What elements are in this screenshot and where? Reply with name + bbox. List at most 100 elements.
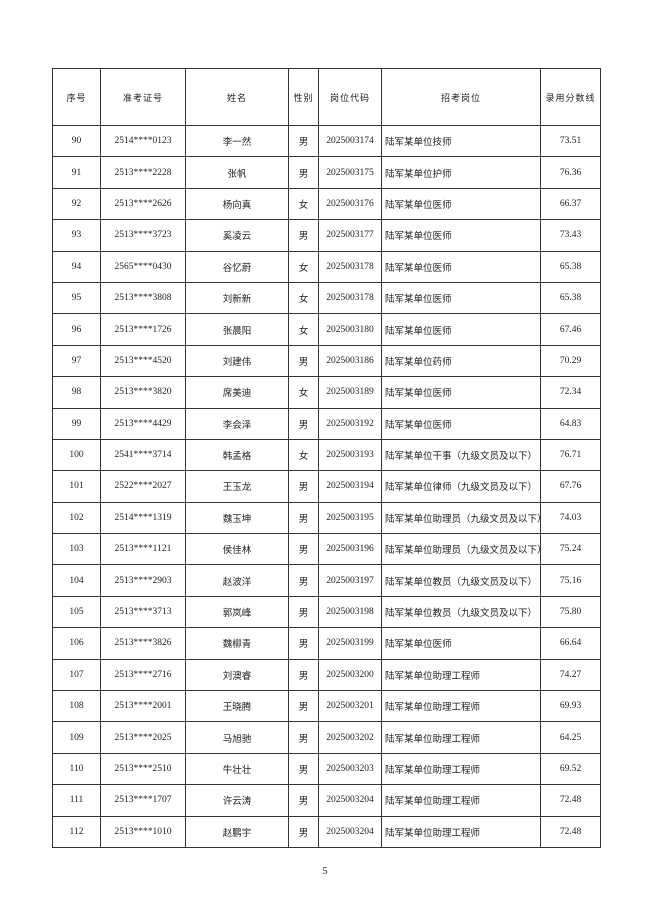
cell-score: 74.03: [540, 501, 601, 535]
cell-name: 谷忆蔚: [185, 250, 289, 283]
cell-index: 93: [52, 219, 101, 252]
cell-exam-id: 2513****1707: [100, 784, 186, 817]
cell-position-code: 2025003199: [318, 627, 382, 660]
cell-position-code: 2025003197: [318, 564, 382, 597]
table-row: 103 2513****1121 侯佳林男 2025003196 陆军某单位助理员（九级…: [52, 533, 601, 566]
table-row: 109 2513****2025 马旭驰男 2025003202 陆军某单位助理工程师 6…: [52, 721, 601, 754]
cell-index: 104: [52, 564, 101, 597]
cell-position-code: 2025003192: [318, 407, 382, 440]
cell-score: 67.46: [540, 313, 601, 346]
cell-score: 65.38: [540, 250, 601, 283]
table-row: 105 2513****3713 郭岚峰男 2025003198 陆军某单位教员（九级文…: [52, 595, 601, 629]
cell-index: 91: [52, 156, 101, 189]
cell-position-code: 2025003195: [318, 501, 382, 535]
cell-index: 97: [52, 344, 101, 378]
cell-exam-id: 2513****3713: [100, 595, 186, 629]
cell-name: 李会泽: [185, 407, 289, 440]
cell-gender: 男: [288, 344, 319, 378]
cell-position-code: 2025003196: [318, 533, 382, 566]
cell-score: 74.27: [540, 658, 601, 692]
cell-position: 陆军某单位助理员（九级文员及以下）: [381, 533, 541, 566]
cell-exam-id: 2513****4520: [100, 344, 186, 378]
cell-position: 陆军某单位助理员（九级文员及以下）: [381, 501, 541, 535]
cell-position: 陆军某单位助理工程师: [381, 658, 541, 692]
cell-exam-id: 2513****3723: [100, 219, 186, 252]
cell-position: 陆军某单位医师: [381, 219, 541, 252]
cell-exam-id: 2513****2025: [100, 721, 186, 754]
table-row: 100 2541****3714 韩孟格女 2025003193 陆军某单位干事（九级文…: [52, 438, 601, 472]
cell-position-code: 2025003201: [318, 690, 382, 723]
header-score: 录用分数线: [540, 68, 601, 126]
table-row: 91 2513****2228 张帆男 2025003175 陆军某单位护师 76.36: [52, 156, 601, 189]
cell-name: 刘澳睿: [185, 658, 289, 692]
cell-name: 赵波洋: [185, 564, 289, 597]
cell-gender: 女: [288, 376, 319, 409]
cell-index: 107: [52, 658, 101, 692]
table-row: 107 2513****2716 刘澳睿男 2025003200 陆军某单位助理工程师 7…: [52, 658, 601, 692]
cell-gender: 男: [288, 470, 319, 503]
table-row: 90 2514****0123 李一然男 2025003174 陆军某单位技师 73.51: [52, 124, 601, 158]
cell-exam-id: 2565****0430: [100, 250, 186, 283]
cell-exam-id: 2513****2903: [100, 564, 186, 597]
cell-name: 侯佳林: [185, 533, 289, 566]
table-row: 96 2513****1726 张晨阳女 2025003180 陆军某单位医师 67.46: [52, 313, 601, 346]
cell-position-code: 2025003178: [318, 250, 382, 283]
cell-position: 陆军某单位医师: [381, 376, 541, 409]
cell-name: 奚凌云: [185, 219, 289, 252]
results-table: 序号 准考证号 姓名 性别 岗位代码 招考岗位 录用分数线 90 2514****…: [52, 68, 601, 848]
cell-index: 102: [52, 501, 101, 535]
cell-gender: 男: [288, 564, 319, 597]
cell-score: 72.48: [540, 784, 601, 817]
cell-position-code: 2025003174: [318, 124, 382, 158]
cell-gender: 女: [288, 250, 319, 283]
cell-gender: 男: [288, 124, 319, 158]
cell-position-code: 2025003178: [318, 281, 382, 315]
cell-score: 73.51: [540, 124, 601, 158]
table-row: 108 2513****2001 王晓腾男 2025003201 陆军某单位助理工程师 6…: [52, 690, 601, 723]
table-row: 95 2513****3808 刘新新女 2025003178 陆军某单位医师 65.38: [52, 281, 601, 315]
cell-index: 101: [52, 470, 101, 503]
cell-gender: 男: [288, 752, 319, 786]
cell-gender: 男: [288, 595, 319, 629]
cell-position-code: 2025003176: [318, 187, 382, 221]
cell-score: 75.24: [540, 533, 601, 566]
cell-position-code: 2025003180: [318, 313, 382, 346]
cell-position-code: 2025003194: [318, 470, 382, 503]
cell-exam-id: 2514****0123: [100, 124, 186, 158]
cell-index: 109: [52, 721, 101, 754]
cell-position: 陆军某单位医师: [381, 407, 541, 440]
cell-name: 李一然: [185, 124, 289, 158]
cell-score: 67.76: [540, 470, 601, 503]
cell-name: 牛壮壮: [185, 752, 289, 786]
cell-gender: 男: [288, 690, 319, 723]
cell-name: 刘新新: [185, 281, 289, 315]
cell-position: 陆军某单位药师: [381, 344, 541, 378]
cell-name: 韩孟格: [185, 438, 289, 472]
table-row: 104 2513****2903 赵波洋男 2025003197 陆军某单位教员（九级文…: [52, 564, 601, 597]
cell-score: 76.36: [540, 156, 601, 189]
cell-index: 108: [52, 690, 101, 723]
cell-exam-id: 2514****1319: [100, 501, 186, 535]
table-row: 110 2513****2510 牛壮壮男 2025003203 陆军某单位助理工程师 6…: [52, 752, 601, 786]
cell-position-code: 2025003175: [318, 156, 382, 189]
cell-position-code: 2025003204: [318, 815, 382, 848]
header-position-code: 岗位代码: [318, 68, 382, 126]
cell-name: 赵鹏宇: [185, 815, 289, 848]
header-index: 序号: [52, 68, 101, 126]
cell-score: 65.38: [540, 281, 601, 315]
cell-index: 106: [52, 627, 101, 660]
cell-name: 郭岚峰: [185, 595, 289, 629]
cell-exam-id: 2522****2027: [100, 470, 186, 503]
cell-position-code: 2025003189: [318, 376, 382, 409]
cell-position-code: 2025003193: [318, 438, 382, 472]
cell-name: 马旭驰: [185, 721, 289, 754]
cell-exam-id: 2513****4429: [100, 407, 186, 440]
cell-name: 魏柳青: [185, 627, 289, 660]
page-number: 5: [322, 866, 328, 877]
cell-name: 杨向真: [185, 187, 289, 221]
cell-index: 96: [52, 313, 101, 346]
cell-name: 许云涛: [185, 784, 289, 817]
table-row: 111 2513****1707 许云涛男 2025003204 陆军某单位助理工程师 7…: [52, 784, 601, 817]
cell-gender: 女: [288, 187, 319, 221]
cell-position: 陆军某单位律师（九级文员及以下）: [381, 470, 541, 503]
